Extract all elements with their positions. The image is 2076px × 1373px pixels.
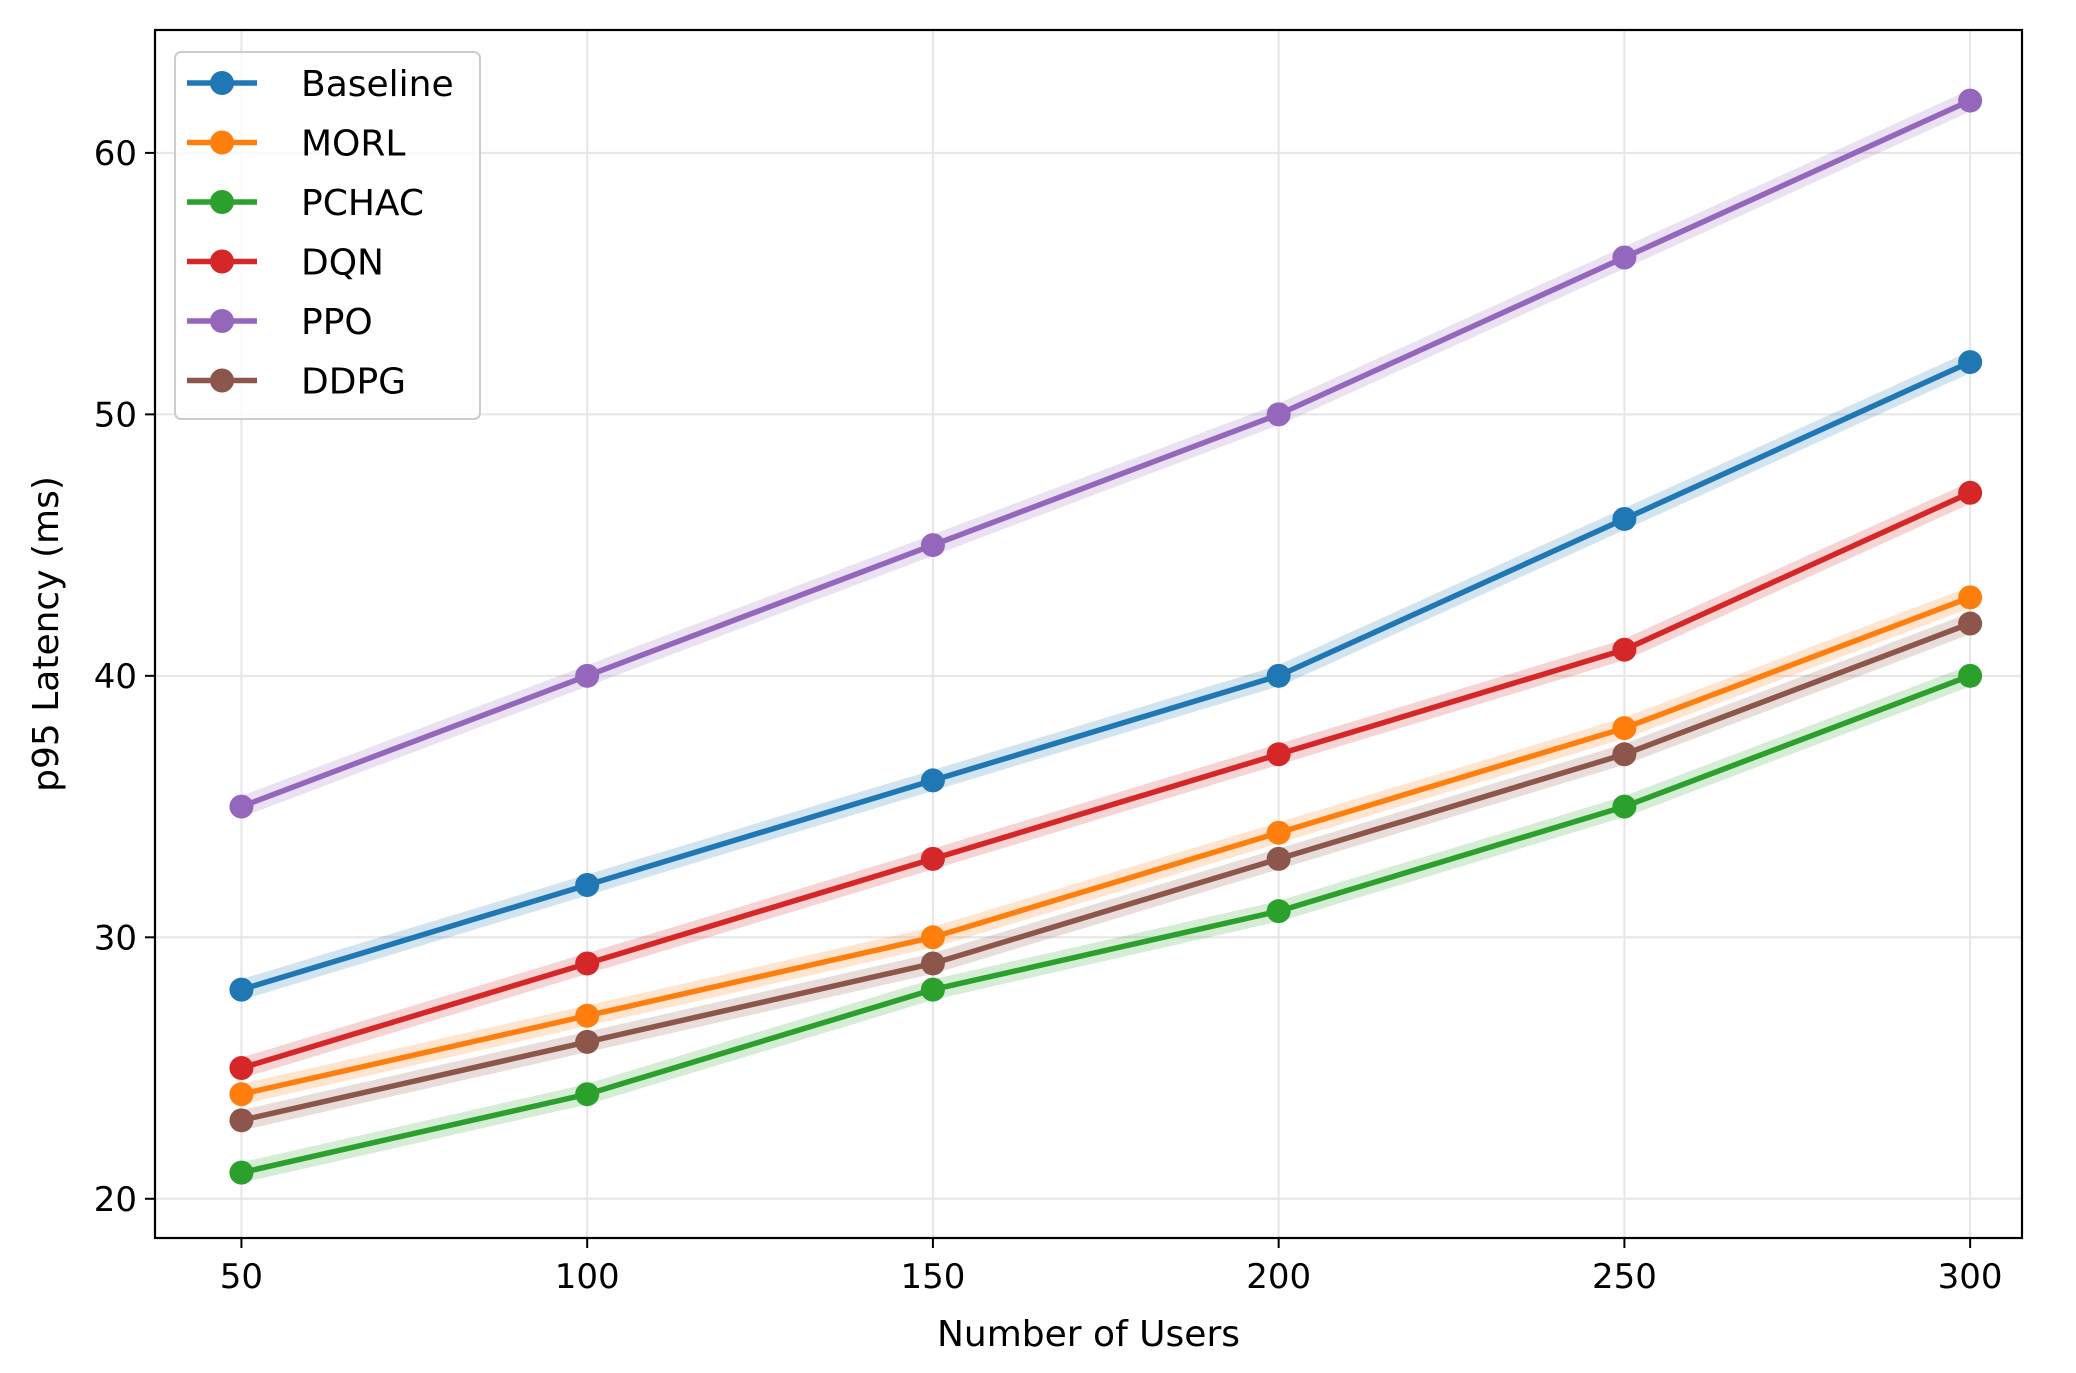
data-point: [1612, 742, 1637, 767]
data-point: [1266, 402, 1291, 427]
data-point: [1266, 663, 1291, 688]
data-point: [920, 977, 945, 1002]
legend-label: PCHAC: [301, 183, 424, 224]
y-tick-label: 60: [94, 134, 137, 174]
series-lines: [240, 98, 1972, 1176]
series-line: [240, 98, 1972, 810]
x-axis-label: Number of Users: [937, 1314, 1240, 1355]
legend-swatch-marker: [210, 309, 234, 333]
data-point: [229, 1160, 254, 1185]
data-point: [920, 768, 945, 793]
x-tick-label: 250: [1592, 1257, 1657, 1297]
data-point: [1958, 663, 1983, 688]
data-point: [1958, 480, 1983, 505]
x-tick-label: 200: [1246, 1257, 1311, 1297]
data-point: [1266, 820, 1291, 845]
legend-label: MORL: [301, 124, 405, 165]
data-point: [575, 1003, 600, 1028]
data-point: [575, 1029, 600, 1054]
legend-label: DDPG: [301, 362, 406, 403]
data-point: [920, 846, 945, 871]
data-point: [575, 1082, 600, 1107]
data-point: [1958, 88, 1983, 113]
legend-label: PPO: [301, 302, 373, 343]
legend-swatch-marker: [210, 190, 234, 214]
data-point: [229, 977, 254, 1002]
y-tick-label: 20: [94, 1180, 137, 1220]
legend-swatch-marker: [210, 71, 234, 95]
data-point: [920, 925, 945, 950]
series-line: [240, 359, 1972, 993]
data-point: [1612, 637, 1637, 662]
plot-area-frame: [153, 28, 2024, 1240]
data-points: [229, 88, 1983, 1185]
y-tick-label: 40: [94, 657, 137, 697]
x-axis-ticks: 50 100 150 200 250 300: [220, 1238, 2003, 1297]
x-tick-label: 150: [900, 1257, 965, 1297]
series-line: [240, 594, 1972, 1097]
data-point: [1958, 350, 1983, 375]
grid-lines: [155, 30, 2022, 1238]
data-point: [1612, 245, 1637, 270]
legend-label: DQN: [301, 243, 384, 284]
data-point: [920, 533, 945, 558]
data-point: [1266, 846, 1291, 871]
data-point: [1612, 716, 1637, 741]
x-tick-label: 100: [555, 1257, 620, 1297]
data-point: [1958, 611, 1983, 636]
data-point: [920, 951, 945, 976]
series-line: [240, 490, 1972, 1071]
y-tick-label: 50: [94, 395, 137, 435]
data-point: [229, 1056, 254, 1081]
y-axis-label: p95 Latency (ms): [26, 476, 67, 792]
data-point: [229, 1108, 254, 1133]
data-point: [229, 794, 254, 819]
legend-swatch-marker: [210, 249, 234, 274]
data-point: [1612, 506, 1637, 531]
data-point: [575, 663, 600, 688]
data-point: [1266, 899, 1291, 924]
legend-swatch-marker: [210, 130, 234, 155]
data-point: [575, 951, 600, 976]
data-point: [575, 873, 600, 898]
x-tick-label: 300: [1938, 1257, 2003, 1297]
series-line: [240, 673, 1972, 1176]
data-point: [1612, 794, 1637, 819]
y-axis-ticks: 20 30 40 50 60: [94, 134, 155, 1220]
legend-label: Baseline: [301, 64, 454, 105]
x-tick-label: 50: [220, 1257, 263, 1297]
data-point: [229, 1082, 254, 1107]
legend-swatch-marker: [210, 368, 234, 393]
series-line: [240, 620, 1972, 1123]
data-point: [1266, 742, 1291, 767]
legend: Baseline MORL PCHAC DQN PPO DDPG: [174, 51, 481, 420]
y-tick-label: 30: [94, 918, 137, 958]
data-point: [1958, 585, 1983, 610]
